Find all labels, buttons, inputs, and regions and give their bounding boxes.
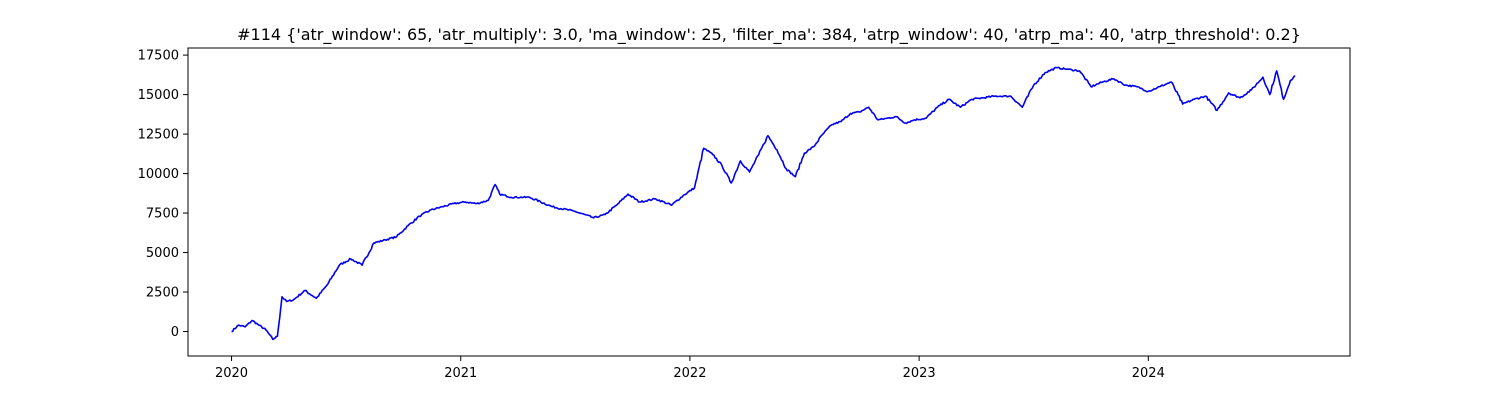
chart-title: #114 {'atr_window': 65, 'atr_multiply': … — [237, 25, 1301, 45]
x-axis: 2020 2021 2022 2023 2024 — [215, 356, 1165, 381]
y-axis: 0 2500 5000 7500 10000 12500 15000 17500 — [138, 49, 188, 340]
y-tick-label: 12500 — [138, 128, 179, 143]
y-tick-label: 7500 — [146, 207, 179, 222]
x-tick-label: 2021 — [444, 366, 477, 381]
series-layer — [231, 66, 1296, 341]
plot-frame — [187, 47, 1351, 357]
x-tick-label: 2020 — [215, 366, 248, 381]
x-tick-label: 2022 — [673, 366, 706, 381]
y-tick-label: 10000 — [138, 167, 179, 182]
y-tick-label: 15000 — [138, 88, 179, 103]
y-tick-label: 0 — [171, 325, 179, 340]
y-tick-label: 17500 — [138, 49, 179, 64]
x-tick-label: 2024 — [1132, 366, 1165, 381]
y-tick-label: 5000 — [146, 246, 179, 261]
series-line — [231, 66, 1296, 341]
y-tick-label: 2500 — [146, 286, 179, 301]
x-tick-label: 2023 — [903, 366, 936, 381]
